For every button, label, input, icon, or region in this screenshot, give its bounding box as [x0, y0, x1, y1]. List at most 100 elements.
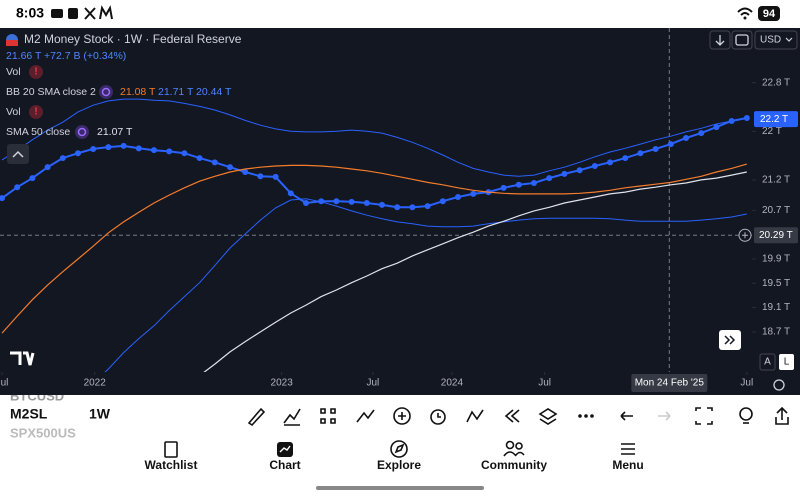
warning-icon [29, 65, 43, 79]
community-icon[interactable] [505, 440, 515, 450]
draw-tool[interactable] [247, 407, 266, 427]
indicator-value: 21.71 T [158, 86, 194, 98]
data-point [272, 173, 279, 180]
replay-tool[interactable] [504, 409, 520, 423]
indicator-value: 21.07 T [97, 126, 133, 138]
home-indicator [316, 486, 484, 490]
indicator-icon [99, 85, 113, 99]
log-scale-button[interactable] [779, 354, 794, 370]
auto-scale-button[interactable] [759, 353, 776, 371]
trend-tool[interactable] [466, 409, 484, 423]
symbol-prev[interactable]: BTCUSD [10, 395, 64, 403]
redo[interactable] [658, 411, 671, 421]
add-tool[interactable] [398, 412, 406, 420]
data-point [576, 167, 583, 174]
layers-tool[interactable] [538, 408, 558, 425]
data-point [287, 190, 294, 197]
watchlist-icon[interactable] [164, 441, 178, 458]
data-point [14, 184, 21, 191]
y-tick-label: 19.1 T [762, 302, 790, 313]
status-icon [51, 9, 63, 18]
y-tick-label: 19.5 T [762, 278, 790, 289]
y-tick-label: 22.8 T [762, 77, 790, 88]
nav-label[interactable]: Explore [377, 458, 421, 472]
battery-level: 94 [763, 8, 776, 20]
nav-label[interactable]: Chart [269, 458, 300, 472]
status-icon [84, 7, 96, 20]
data-point [74, 150, 81, 157]
nav-label[interactable]: Community [481, 458, 547, 472]
data-point [470, 190, 477, 197]
data-point [150, 147, 157, 154]
indicator-icon [75, 125, 89, 139]
last-price: 21.66 T [6, 50, 42, 62]
alert-tool[interactable] [437, 413, 441, 418]
x-tick-label: Jul [538, 378, 551, 389]
price-change: +72.7 B (+0.34%) [44, 50, 126, 62]
nav-label[interactable]: Menu [612, 458, 643, 472]
x-tick-label: 2024 [441, 378, 464, 389]
compare-tool[interactable] [356, 409, 375, 423]
more[interactable] [578, 414, 582, 418]
logo [10, 351, 35, 366]
share[interactable] [775, 406, 789, 425]
ideas[interactable] [739, 407, 753, 421]
data-point [363, 200, 370, 207]
data-point [333, 198, 340, 205]
nav-label[interactable]: Watchlist [145, 458, 198, 472]
fullscreen[interactable] [695, 407, 713, 425]
fit-button[interactable] [731, 30, 753, 50]
data-point [242, 169, 249, 176]
plot-area [0, 28, 752, 372]
last-price-label: 22.2 T [760, 114, 788, 125]
wifi-icon [737, 7, 753, 16]
menu-icon[interactable] [621, 443, 635, 455]
scale-button-label: L [784, 357, 790, 368]
interval[interactable]: 1W [89, 406, 111, 422]
crosshair-x-label: Mon 24 Feb '25 [635, 378, 705, 389]
x-tick-label: 2022 [84, 378, 107, 389]
warning-icon: ! [34, 107, 37, 118]
series-line [1, 163, 747, 334]
indicator-icon [101, 87, 111, 97]
data-point [105, 144, 112, 151]
currency: USD [760, 35, 781, 46]
explore-icon[interactable] [394, 443, 405, 454]
data-point [531, 179, 538, 186]
community-icon[interactable] [503, 451, 525, 457]
chart: 22.8 T 22 T 21.2 T 20.7 T 19.9 T 19.5 T 19.1 T… [0, 28, 800, 395]
flag-icon [6, 40, 18, 46]
undo[interactable] [620, 411, 633, 421]
symbol-next[interactable]: SPX500US [10, 425, 76, 440]
data-point [29, 175, 36, 182]
symbol[interactable]: M2SL [10, 406, 48, 422]
collapse-icon [12, 150, 24, 158]
explore-icon[interactable] [390, 440, 408, 458]
x-tick-label: 2023 [271, 378, 294, 389]
series-line [104, 198, 747, 372]
fit-icon [735, 34, 749, 46]
indicator-icon [77, 127, 87, 137]
bottom-panel: BTCUSD M2SL 1W SPX500US [0, 395, 800, 500]
indicator-label: Vol [6, 66, 21, 78]
data-point [546, 175, 553, 182]
currency-button[interactable] [754, 30, 798, 50]
collapse-button[interactable] [7, 144, 29, 164]
alert-tool[interactable] [430, 409, 446, 425]
more[interactable] [584, 414, 588, 418]
add-tool[interactable] [393, 407, 411, 425]
layout-tool[interactable] [320, 408, 336, 424]
indicator-label: SMA 50 close [6, 126, 70, 138]
crosshair-y-tag [754, 227, 798, 244]
settings-icon[interactable] [773, 379, 785, 391]
series-line [203, 171, 747, 372]
currency-caret [785, 37, 793, 42]
data-point [90, 145, 97, 152]
more[interactable] [590, 414, 594, 418]
x-tick-label: Jul [0, 378, 8, 389]
indicators-tool[interactable] [283, 408, 301, 426]
community-icon[interactable] [515, 442, 523, 450]
data-point [348, 198, 355, 205]
indicator-value: 21.08 T [120, 86, 156, 98]
